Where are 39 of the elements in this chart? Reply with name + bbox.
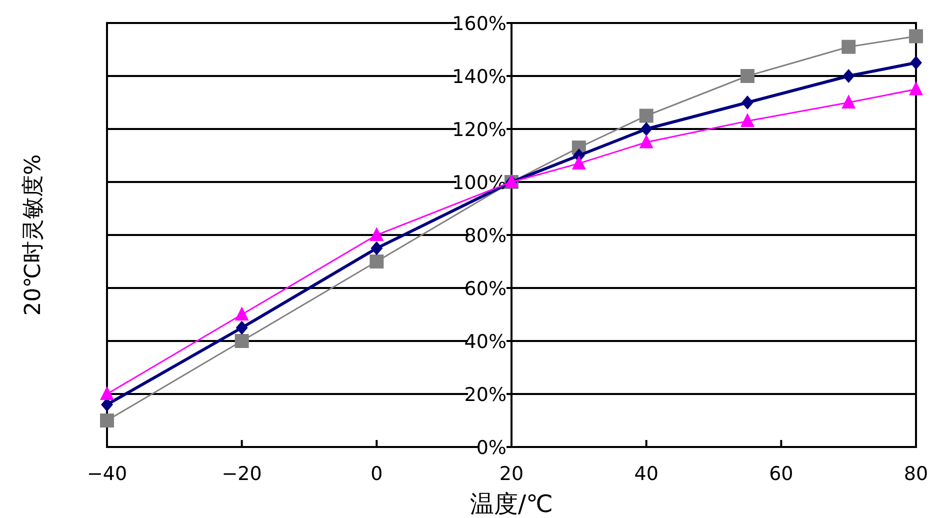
x-tick-label: −40 <box>86 463 128 485</box>
point <box>842 40 856 54</box>
y-tick-label: 60% <box>464 278 506 300</box>
point <box>572 155 586 170</box>
x-tick-label: 80 <box>904 463 928 485</box>
x-axis-title: 温度/℃ <box>470 490 554 518</box>
point <box>910 56 922 70</box>
point <box>909 29 923 44</box>
y-tick-label: 160% <box>452 13 506 35</box>
point <box>842 94 856 108</box>
point <box>640 122 652 136</box>
point <box>639 108 654 123</box>
y-tick-label: 20% <box>464 384 506 406</box>
x-tick-label: 0 <box>370 463 383 485</box>
y-tick-label: 120% <box>452 119 506 141</box>
y-tick-label: 100% <box>452 172 506 194</box>
x-tick-label: 60 <box>769 463 794 485</box>
point <box>100 386 114 400</box>
x-tick-label: −20 <box>222 463 262 485</box>
point <box>234 334 249 348</box>
y-axis-title: 20℃时灵敏度% <box>21 154 46 316</box>
point <box>100 414 114 428</box>
point <box>842 69 855 83</box>
point <box>740 113 754 128</box>
point <box>236 320 248 335</box>
x-tick-label: 40 <box>634 463 658 485</box>
point <box>639 134 654 148</box>
point <box>741 96 754 110</box>
point <box>370 241 383 256</box>
x-tick-label: 20 <box>499 463 524 485</box>
point <box>234 306 249 320</box>
y-tick-label: 40% <box>464 331 506 353</box>
y-tick-label: 80% <box>464 225 506 247</box>
y-tick-label: 0% <box>476 437 506 459</box>
point <box>740 69 754 83</box>
point <box>909 81 923 96</box>
point <box>370 254 384 268</box>
point <box>370 227 384 241</box>
y-tick-label: 140% <box>452 66 506 88</box>
